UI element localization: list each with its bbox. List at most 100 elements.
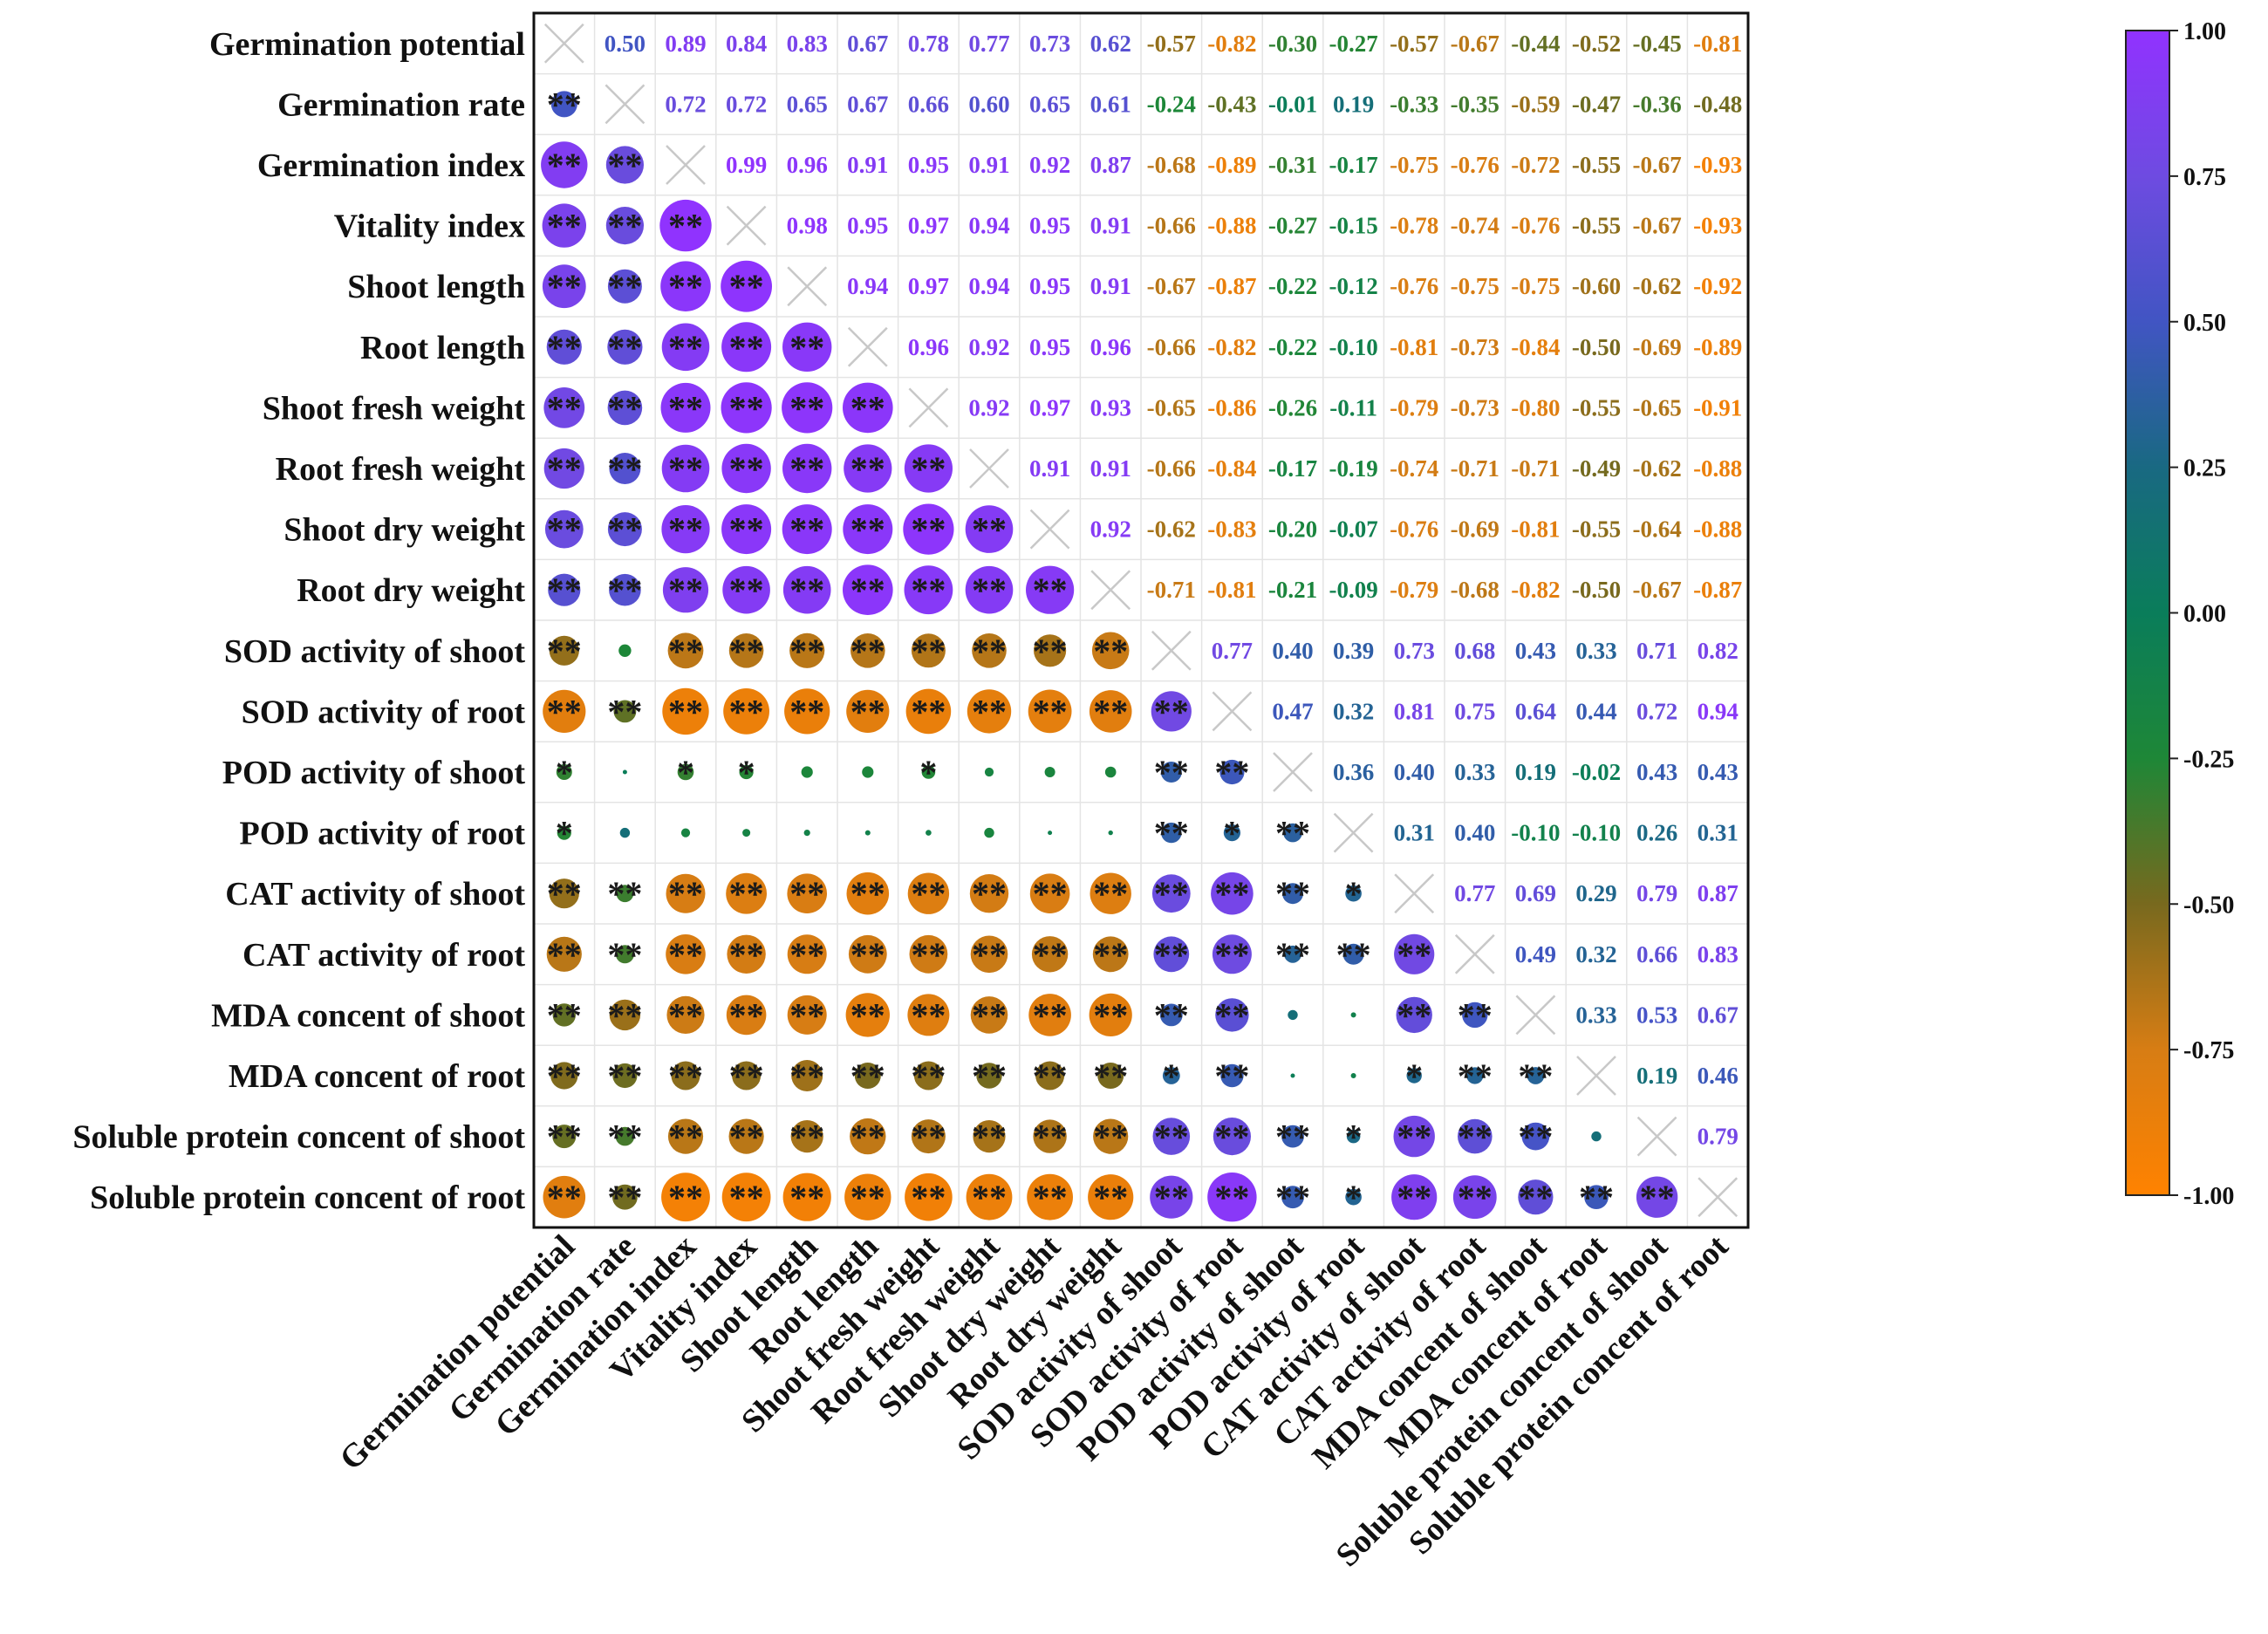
correlation-circle — [911, 633, 946, 668]
correlation-value: 0.87 — [1698, 880, 1739, 906]
correlation-value: -0.47 — [1572, 91, 1621, 117]
significance-mark: ** — [668, 267, 703, 306]
correlation-value: -0.84 — [1207, 455, 1256, 482]
correlation-value: -0.88 — [1693, 516, 1742, 543]
significance-mark: ** — [1033, 874, 1068, 913]
significance-mark: ** — [547, 692, 582, 731]
correlation-circle — [846, 872, 890, 915]
significance-mark: ** — [789, 388, 824, 427]
significance-mark: ** — [972, 632, 1007, 671]
correlation-value: 0.40 — [1272, 638, 1313, 664]
correlation-value: 0.68 — [1454, 638, 1495, 664]
diagonal-cross-stroke — [1333, 812, 1374, 853]
correlation-circle — [619, 827, 631, 838]
correlation-circle — [557, 825, 571, 840]
correlation-circle — [844, 444, 892, 493]
correlation-value: -0.87 — [1693, 577, 1742, 603]
correlation-circle — [739, 764, 754, 780]
significance-mark: ** — [972, 995, 1007, 1035]
correlation-circle — [721, 504, 772, 555]
correlation-value: -0.74 — [1390, 455, 1438, 482]
significance-mark: ** — [789, 632, 824, 671]
correlation-circle — [542, 264, 586, 309]
correlation-value: -0.43 — [1207, 91, 1256, 117]
significance-mark: ** — [911, 449, 946, 489]
significance-mark: ** — [547, 1178, 582, 1217]
correlation-value: 0.77 — [1454, 880, 1495, 906]
correlation-value: -0.19 — [1329, 455, 1377, 482]
correlation-value: 0.32 — [1575, 941, 1616, 967]
correlation-value: -0.68 — [1451, 577, 1499, 603]
correlation-circle — [864, 830, 871, 836]
correlation-circle — [1342, 943, 1364, 965]
significance-mark: * — [556, 753, 573, 792]
correlation-value: 0.84 — [726, 31, 767, 57]
correlation-circle — [1089, 690, 1132, 733]
colorbar-tick-label: 0.50 — [2183, 310, 2226, 337]
correlation-value: 0.67 — [847, 31, 888, 57]
correlation-circle — [1160, 762, 1182, 783]
correlation-value: 0.93 — [1090, 394, 1131, 420]
diagonal-cross — [1515, 995, 1556, 1036]
significance-mark: ** — [607, 449, 642, 489]
correlation-circle — [1527, 1067, 1545, 1084]
significance-mark: ** — [729, 1056, 764, 1096]
significance-mark: ** — [1093, 1056, 1128, 1096]
correlation-circle — [542, 203, 586, 248]
correlation-value: -0.02 — [1572, 759, 1621, 785]
correlation-circle — [1452, 1175, 1497, 1220]
correlation-value: -0.27 — [1329, 31, 1377, 57]
significance-mark: ** — [1458, 1056, 1493, 1096]
correlation-value: -0.22 — [1268, 334, 1317, 360]
correlation-circle — [1223, 824, 1240, 842]
correlation-circle — [1048, 831, 1053, 836]
significance-mark: ** — [547, 207, 582, 246]
significance-mark: ** — [789, 692, 824, 731]
significance-mark: ** — [729, 1178, 764, 1217]
correlation-value: -0.78 — [1390, 213, 1438, 239]
significance-mark: ** — [789, 510, 824, 550]
correlation-circle — [1212, 934, 1252, 974]
correlation-circle — [1518, 1179, 1554, 1215]
significance-mark: ** — [972, 1056, 1007, 1096]
correlation-value: 0.87 — [1090, 152, 1131, 178]
correlation-circle — [1151, 874, 1191, 913]
correlation-circle — [726, 995, 767, 1036]
correlation-value: -0.55 — [1572, 152, 1621, 178]
significance-mark: ** — [547, 1118, 582, 1157]
correlation-circle — [1035, 1061, 1065, 1090]
significance-mark: ** — [789, 571, 824, 610]
row-label: Soluble protein concent of root — [90, 1179, 525, 1216]
correlation-circle — [1284, 945, 1301, 963]
correlation-value: 0.73 — [1394, 638, 1435, 664]
significance-mark: ** — [1458, 1178, 1493, 1217]
correlation-value: -0.89 — [1693, 334, 1742, 360]
correlation-circle — [727, 934, 766, 974]
correlation-value: 0.43 — [1515, 638, 1556, 664]
correlation-value: 0.95 — [847, 213, 888, 239]
correlation-value: 0.94 — [847, 273, 888, 299]
correlation-circle — [1391, 1174, 1438, 1220]
correlation-circle — [848, 934, 887, 974]
significance-mark: * — [1345, 1178, 1363, 1217]
correlation-circle — [609, 573, 641, 606]
correlation-value: 0.47 — [1272, 698, 1313, 724]
correlation-value: -0.76 — [1511, 213, 1560, 239]
plot-frame — [532, 11, 1750, 1229]
row-label: Shoot length — [347, 269, 525, 305]
correlation-value: -0.10 — [1329, 334, 1377, 360]
correlation-value: 0.43 — [1636, 759, 1677, 785]
significance-mark: ** — [1518, 1178, 1553, 1217]
significance-mark: ** — [607, 1056, 642, 1096]
significance-mark: ** — [607, 267, 642, 306]
row-label: Germination potential — [209, 26, 525, 63]
significance-mark: ** — [729, 328, 764, 367]
correlation-value: -0.71 — [1511, 455, 1560, 482]
significance-mark: ** — [547, 267, 582, 306]
correlation-circle — [1044, 767, 1055, 777]
correlation-circle — [1153, 936, 1190, 973]
correlation-value: -0.67 — [1632, 152, 1681, 178]
correlation-circle — [1350, 1012, 1356, 1018]
correlation-value: 0.26 — [1636, 820, 1677, 846]
significance-mark: ** — [850, 510, 885, 550]
